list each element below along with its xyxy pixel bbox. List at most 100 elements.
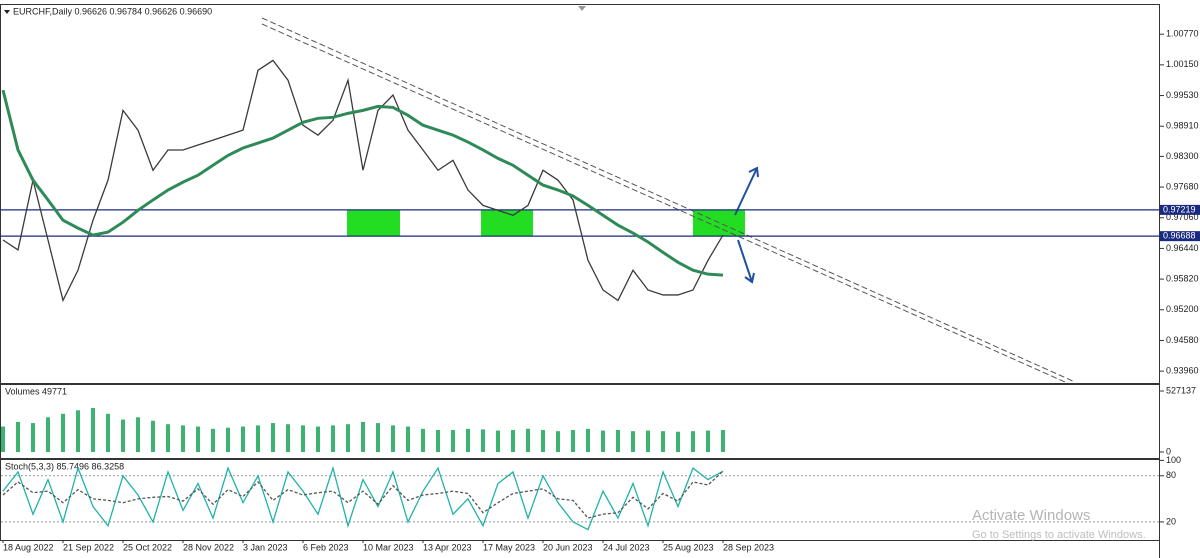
volume-bar bbox=[1, 426, 5, 452]
y-tick-label: 1.00150 bbox=[1166, 59, 1199, 69]
volume-bar bbox=[601, 430, 605, 452]
x-tick-label: 25 Aug 2023 bbox=[663, 542, 714, 552]
x-tick-label: 28 Sep 2023 bbox=[723, 542, 774, 552]
volume-bar bbox=[586, 428, 590, 452]
scroll-marker bbox=[578, 6, 586, 11]
arrow-up bbox=[734, 166, 759, 216]
volume-bar bbox=[16, 421, 20, 452]
volume-title: Volumes 49771 bbox=[5, 386, 67, 396]
volume-bar bbox=[706, 430, 710, 452]
volume-bar bbox=[271, 423, 275, 452]
x-tick-label: 17 May 2023 bbox=[483, 542, 535, 552]
trendline bbox=[261, 23, 1066, 383]
volume-bar bbox=[136, 417, 140, 452]
volume-bar bbox=[31, 423, 35, 452]
volume-bar bbox=[376, 423, 380, 452]
series-line bbox=[2, 59, 724, 303]
y-tick-label: 20 bbox=[1166, 516, 1176, 526]
y-tick-label: 0.95200 bbox=[1166, 304, 1199, 314]
arrow-down bbox=[737, 239, 755, 284]
volume-bar bbox=[496, 430, 500, 452]
volume-bar bbox=[451, 430, 455, 452]
price-label: 0.97219 bbox=[1163, 204, 1196, 214]
volume-bar bbox=[181, 425, 185, 452]
x-tick-label: 21 Sep 2022 bbox=[63, 542, 114, 552]
series-line bbox=[2, 465, 724, 531]
y-tick-label: 0.96440 bbox=[1166, 243, 1199, 253]
price-label-box bbox=[1160, 231, 1200, 242]
watermark-subtitle: Go to Settings to activate Windows. bbox=[972, 529, 1146, 541]
series-line bbox=[1, 89, 724, 277]
volume-bar bbox=[406, 426, 410, 452]
volume-bar bbox=[76, 410, 80, 452]
volume-bar bbox=[436, 430, 440, 452]
series-line bbox=[2, 470, 724, 519]
stoch-title: Stoch(5,3,3) 85.7496 86.3258 bbox=[5, 461, 124, 471]
volume-bar bbox=[391, 425, 395, 452]
x-tick-label: 10 Mar 2023 bbox=[363, 542, 414, 552]
volume-bar bbox=[541, 430, 545, 452]
volume-bar bbox=[91, 408, 95, 452]
x-tick-label: 6 Feb 2023 bbox=[303, 542, 349, 552]
price-label-box bbox=[1160, 204, 1200, 215]
y-tick-label: 100 bbox=[1166, 455, 1181, 465]
volume-bar bbox=[511, 430, 515, 452]
volume-bar bbox=[121, 419, 125, 452]
x-tick-label: 18 Aug 2022 bbox=[3, 542, 54, 552]
symbol-marker bbox=[4, 10, 10, 14]
volume-bar bbox=[661, 431, 665, 452]
volume-bar bbox=[166, 424, 170, 452]
volume-bar bbox=[571, 430, 575, 452]
y-tick-label: 80 bbox=[1166, 470, 1176, 480]
volume-bar bbox=[151, 420, 155, 452]
zone bbox=[347, 210, 400, 236]
volume-bar bbox=[241, 426, 245, 452]
volume-bar bbox=[286, 424, 290, 452]
y-tick-label: 1.00770 bbox=[1166, 29, 1199, 39]
volume-bar bbox=[466, 428, 470, 452]
x-tick-label: 13 Apr 2023 bbox=[423, 542, 472, 552]
x-tick-label: 28 Nov 2022 bbox=[183, 542, 234, 552]
chart-title: EURCHF,Daily 0.96626 0.96784 0.96626 0.9… bbox=[13, 6, 212, 16]
y-tick-label: 0.93960 bbox=[1166, 366, 1199, 376]
y-tick-label: 0.99530 bbox=[1166, 90, 1199, 100]
watermark-title: Activate Windows bbox=[972, 507, 1090, 524]
zone bbox=[481, 210, 533, 236]
volume-bar bbox=[316, 426, 320, 452]
y-tick-label: 0 bbox=[1166, 446, 1171, 456]
volume-bar bbox=[46, 417, 50, 452]
x-tick-label: 24 Jul 2023 bbox=[603, 542, 650, 552]
volume-bar bbox=[421, 428, 425, 452]
y-tick-label: 0.98910 bbox=[1166, 121, 1199, 131]
volume-bar bbox=[631, 431, 635, 452]
x-tick-label: 20 Jun 2023 bbox=[543, 542, 593, 552]
volume-bar bbox=[526, 428, 530, 452]
y-tick-label: 0.98300 bbox=[1166, 151, 1199, 161]
y-tick-label: 0.95820 bbox=[1166, 273, 1199, 283]
volume-bar bbox=[256, 425, 260, 452]
volume-bar bbox=[691, 431, 695, 452]
volume-bar bbox=[196, 426, 200, 452]
y-tick-label: 0.94580 bbox=[1166, 335, 1199, 345]
trendline bbox=[261, 17, 1076, 383]
volume-bar bbox=[346, 424, 350, 452]
price-label: 0.96688 bbox=[1163, 231, 1196, 241]
y-tick-label: 527137 bbox=[1166, 385, 1196, 395]
volume-bar bbox=[361, 421, 365, 452]
x-tick-label: 25 Oct 2022 bbox=[123, 542, 172, 552]
volume-bar bbox=[616, 430, 620, 452]
volume-bar bbox=[226, 427, 230, 452]
volume-bar bbox=[61, 413, 65, 452]
y-tick-label: 0.97680 bbox=[1166, 181, 1199, 191]
y-tick-label: 0.97060 bbox=[1166, 212, 1199, 222]
volume-bar bbox=[556, 431, 560, 452]
volume-bar bbox=[106, 413, 110, 452]
volume-bar bbox=[646, 430, 650, 452]
volume-bar bbox=[331, 425, 335, 452]
volume-bar bbox=[301, 425, 305, 452]
volume-bar bbox=[481, 429, 485, 452]
volume-bar bbox=[676, 431, 680, 452]
volume-bar bbox=[721, 430, 725, 452]
